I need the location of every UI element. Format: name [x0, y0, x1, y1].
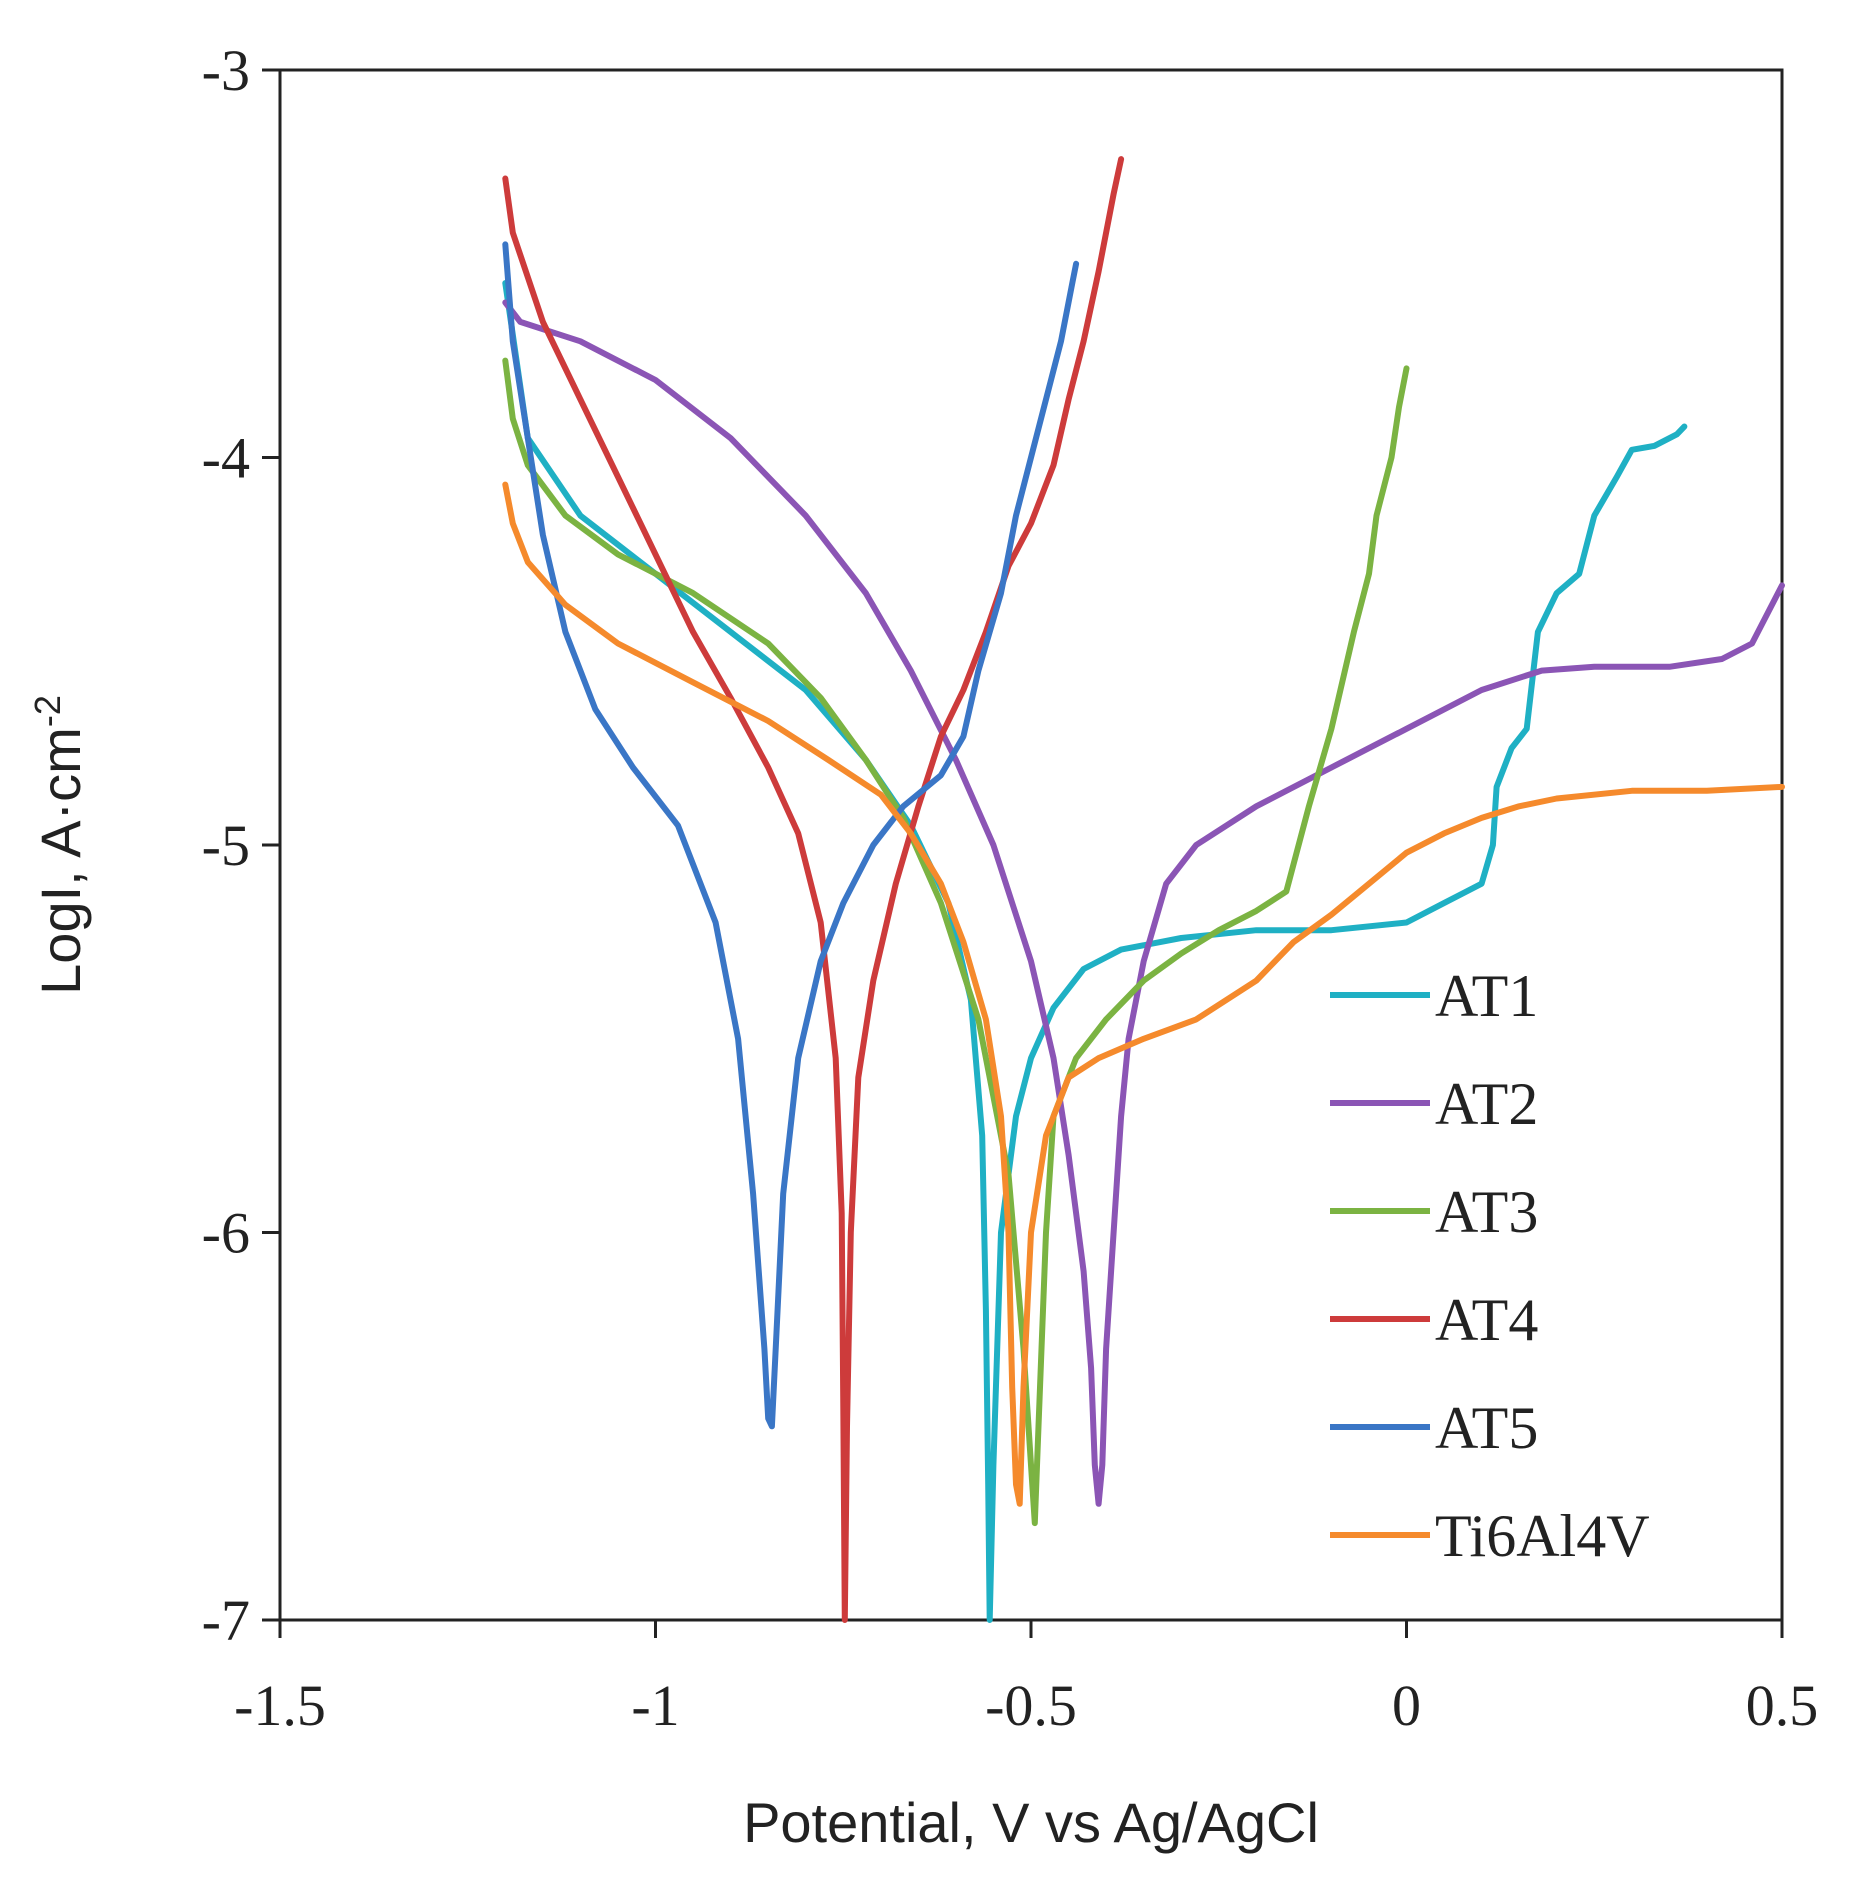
y-tick-label: -7 [202, 1588, 250, 1653]
tick-layer: -1.5 -1 -0.5 0 0.5 -3 -4 -5 -6 -7 [202, 38, 1819, 1738]
y-axis-title-main: LogI, A·cm [29, 727, 92, 995]
x-tick-label: 0.5 [1746, 1673, 1819, 1738]
y-tick-label: -4 [202, 426, 250, 491]
series-line-at4 [502, 156, 1125, 1623]
legend-label: AT4 [1435, 1287, 1538, 1353]
legend-label: Ti6Al4V [1435, 1503, 1650, 1569]
legend-item-at4: AT4 [1330, 1287, 1538, 1353]
y-tick-label: -6 [202, 1201, 250, 1266]
series-line-at2 [502, 299, 1785, 1507]
legend-item-at3: AT3 [1330, 1179, 1538, 1245]
x-tick-label: -1 [631, 1673, 679, 1738]
legend: AT1 AT2 AT3 AT4 AT5 Ti6Al4V [1330, 963, 1650, 1569]
y-axis-title: LogI, A·cm-2 [27, 695, 92, 995]
legend-label: AT5 [1435, 1395, 1538, 1461]
legend-label: AT3 [1435, 1179, 1538, 1245]
series-line-at5 [502, 241, 1080, 1430]
series-line-ti6al4v [502, 481, 1785, 1507]
legend-item-ti6al4v: Ti6Al4V [1330, 1503, 1650, 1569]
x-tick-label: -1.5 [234, 1673, 326, 1738]
series-line-at3 [502, 357, 1410, 1527]
series-layer [502, 156, 1785, 1623]
legend-item-at1: AT1 [1330, 963, 1538, 1029]
legend-label: AT1 [1435, 963, 1538, 1029]
legend-item-at5: AT5 [1330, 1395, 1538, 1461]
x-axis-title: Potential, V vs Ag/AgCl [743, 1791, 1319, 1854]
x-tick-label: -0.5 [985, 1673, 1077, 1738]
y-tick-label: -5 [202, 813, 250, 878]
y-tick-label: -3 [202, 38, 250, 103]
y-axis-title-superscript: -2 [27, 695, 68, 727]
x-tick-label: 0 [1392, 1673, 1421, 1738]
legend-item-at2: AT2 [1330, 1071, 1538, 1137]
legend-label: AT2 [1435, 1071, 1538, 1137]
